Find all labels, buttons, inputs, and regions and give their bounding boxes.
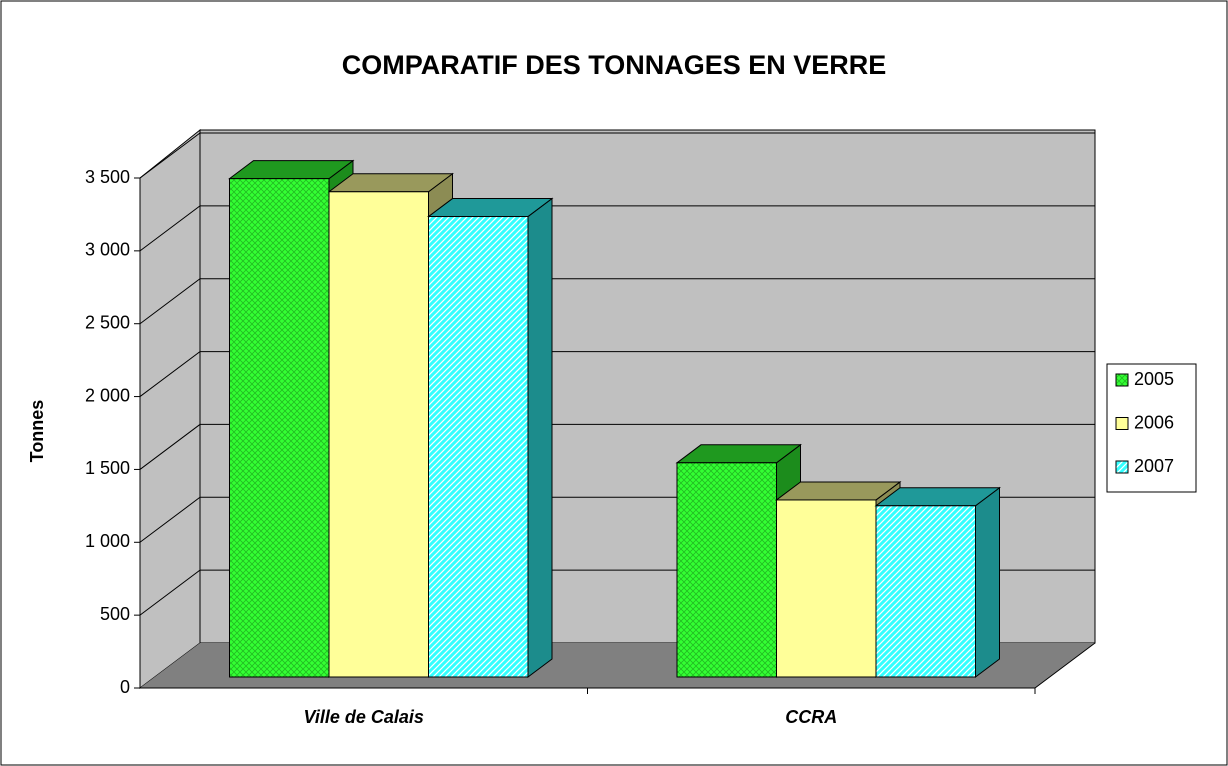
x-axis-far — [1034, 642, 1096, 689]
bar-front — [676, 462, 777, 678]
grid-line — [139, 278, 1095, 325]
bar-side — [975, 486, 1000, 678]
y-tick-label: 3 000 — [85, 240, 130, 260]
y-tick-label: 1 000 — [85, 531, 130, 551]
grid-line — [139, 132, 1095, 179]
legend-swatch — [1115, 373, 1129, 387]
legend-label: 2006 — [1134, 412, 1174, 432]
bar-front — [328, 191, 429, 678]
y-axis-label: Tonnes — [27, 400, 47, 463]
bar-front — [875, 505, 976, 678]
y-tick-label: 2 000 — [85, 385, 130, 405]
chart-title: COMPARATIF DES TONNAGES EN VERRE — [342, 50, 887, 80]
legend-swatch — [1115, 417, 1129, 430]
grid-line — [139, 351, 1095, 397]
x-tick-label: Ville de Calais — [304, 707, 424, 727]
bar-front — [776, 499, 877, 678]
y-tick-label: 2 500 — [85, 312, 130, 332]
left-wall — [139, 128, 201, 689]
grid-line — [139, 423, 1095, 470]
legend-label: 2007 — [1134, 456, 1174, 476]
bar — [874, 486, 1001, 678]
y-tick-label: 0 — [120, 677, 130, 697]
y-tick-label: 1 500 — [85, 458, 130, 478]
bar-front — [229, 178, 330, 678]
y-tick-label: 500 — [100, 604, 130, 624]
x-tick-label: CCRA — [785, 707, 837, 727]
bar-side — [527, 197, 553, 678]
y-tick-label: 3 500 — [85, 167, 130, 187]
legend-swatch — [1115, 460, 1129, 474]
grid-line — [139, 205, 1095, 252]
bar-front — [428, 216, 529, 678]
legend-label: 2005 — [1134, 369, 1174, 389]
bar — [427, 197, 554, 678]
